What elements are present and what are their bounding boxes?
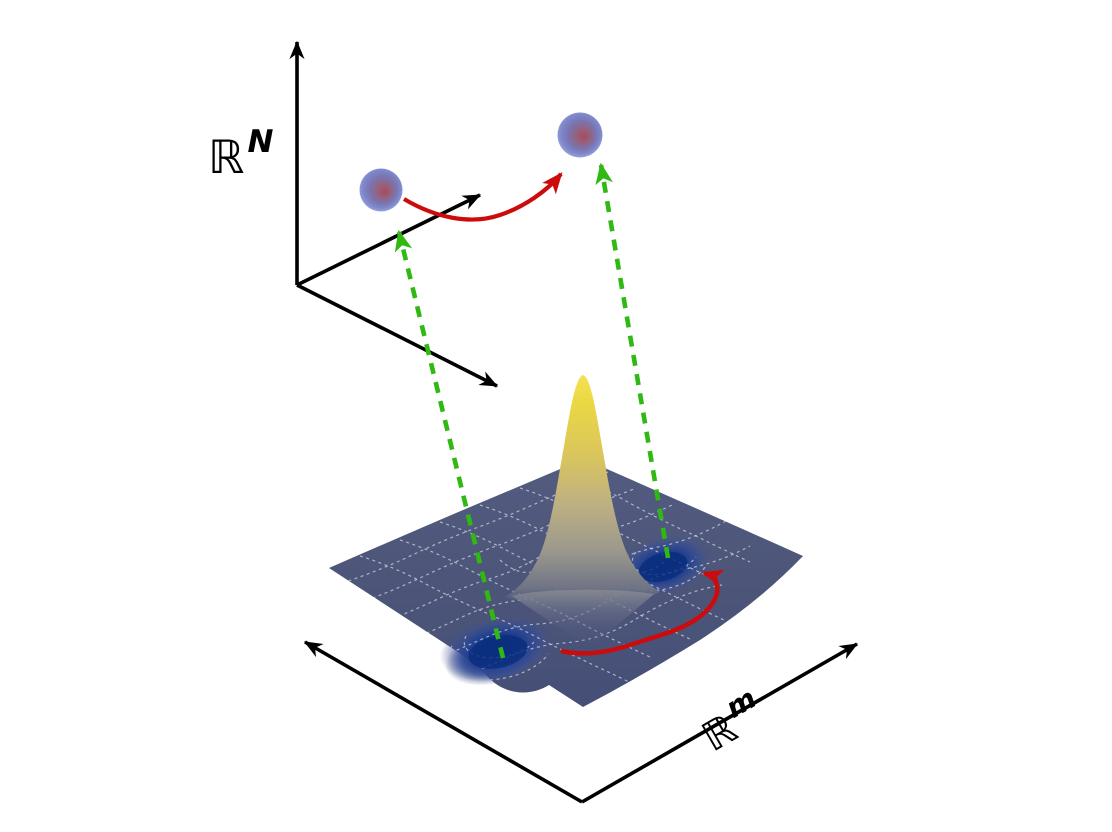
latent-axes [303,640,859,804]
embedded-point-left [359,168,403,212]
latent-surface [329,375,803,707]
ambient-space-symbol: ℝ [208,130,245,184]
ambient-space-superscript: N [247,123,274,160]
left-well-core [468,635,528,669]
surface-peak [505,375,660,608]
ambient-axis-right-up [296,193,482,287]
decoder-map-arrow-left [394,229,506,659]
latent-axis-right [581,642,859,804]
decoder-map-arrows [394,162,671,659]
ambient-axis-right-down [296,283,499,388]
ambient-path-arrow [402,172,563,222]
right-well-core [638,551,688,583]
ambient-space-label: ℝN [208,126,273,180]
latent-path-arrow [560,569,725,656]
decoder-map-arrow-right [595,162,671,559]
ambient-axes [289,40,499,388]
embedded-point-right [557,112,603,158]
surface-front-flank [512,589,654,646]
latent-axis-left [303,640,583,804]
